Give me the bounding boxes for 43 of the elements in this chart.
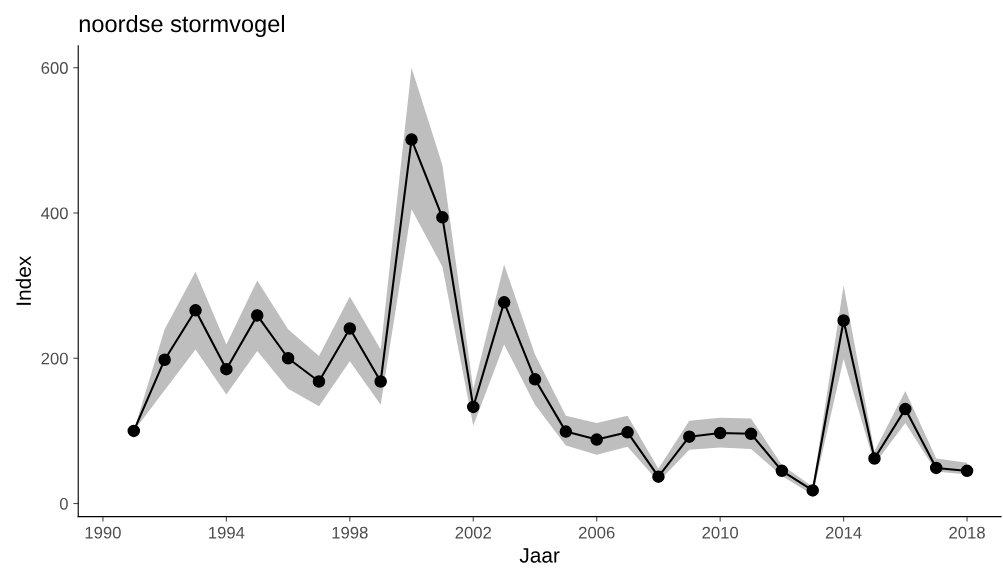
point — [158, 353, 171, 366]
x-tick-label: 2002 — [455, 526, 491, 539]
point — [559, 425, 573, 438]
y-tick-label: 400 — [41, 207, 68, 220]
point — [312, 375, 326, 388]
point — [744, 427, 758, 441]
point — [806, 484, 819, 497]
point — [683, 430, 696, 443]
point — [220, 362, 233, 376]
point — [497, 296, 511, 309]
y-tick-label: 0 — [59, 497, 68, 510]
point — [899, 402, 912, 416]
point — [281, 352, 295, 365]
point — [590, 433, 603, 446]
point — [467, 400, 480, 414]
y-tick-label: 200 — [41, 352, 68, 365]
y-tick-label: 600 — [41, 62, 68, 74]
x-tick-label: 2014 — [825, 526, 862, 539]
point — [405, 133, 418, 146]
x-tick-label: 2010 — [702, 526, 739, 539]
point — [713, 426, 727, 440]
point — [621, 426, 634, 439]
point — [652, 470, 665, 483]
x-tick-label: 1998 — [332, 526, 368, 539]
y-axis-title: Index — [15, 256, 32, 305]
point — [929, 461, 943, 475]
point — [436, 211, 449, 224]
point — [250, 309, 264, 322]
x-tick-label: 2018 — [949, 526, 985, 539]
point — [868, 452, 881, 465]
point — [189, 304, 202, 317]
x-axis-title: Jaar — [519, 548, 560, 563]
point — [960, 464, 974, 478]
point — [775, 464, 789, 478]
chart-title: noordse stormvogel — [79, 14, 285, 37]
x-tick-label: 1990 — [85, 526, 121, 539]
point — [528, 373, 542, 386]
x-tick-label: 1994 — [209, 526, 245, 539]
point — [343, 322, 357, 335]
x-tick-label: 2006 — [579, 526, 615, 539]
point — [374, 375, 387, 388]
point — [127, 424, 141, 438]
point — [837, 314, 850, 327]
